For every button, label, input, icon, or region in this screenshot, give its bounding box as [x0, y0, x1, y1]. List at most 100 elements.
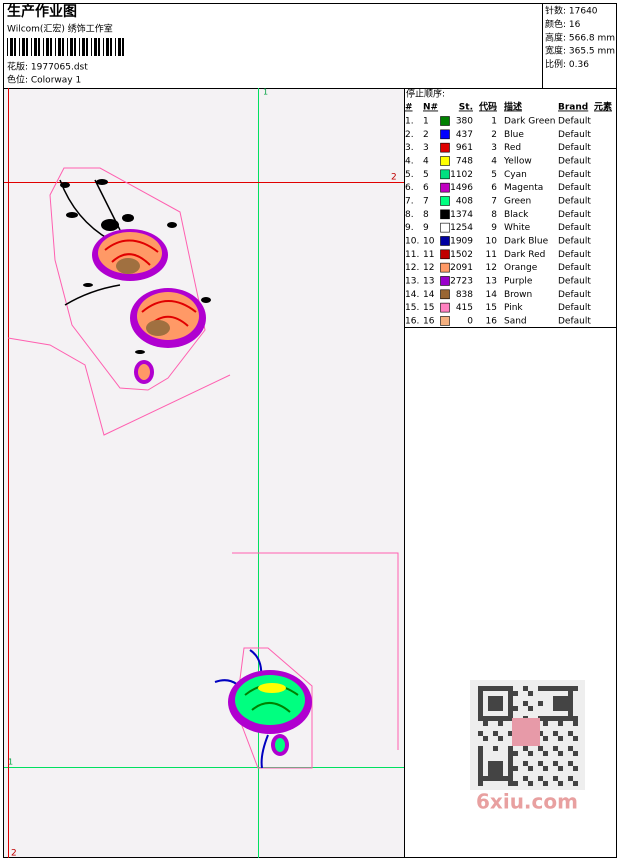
- stitches: 0: [467, 316, 473, 326]
- qr-cell: [493, 701, 498, 706]
- marker: 1: [8, 758, 13, 767]
- qr-cell: [568, 716, 573, 721]
- stitches: 1254: [450, 223, 473, 233]
- qr-cell: [493, 771, 498, 776]
- bar: [50, 38, 52, 56]
- qr-cell: [478, 756, 483, 761]
- table-title: 停止顺序:: [406, 88, 445, 100]
- design: 花版: 1977065.dst: [7, 61, 88, 73]
- needle: 9: [423, 223, 429, 233]
- qr-cell: [573, 686, 578, 691]
- description: Purple: [504, 276, 533, 286]
- bar: [91, 38, 92, 56]
- qr-cell: [488, 716, 493, 721]
- colorway: 色位: Colorway 1: [7, 74, 81, 86]
- bar: [10, 38, 13, 56]
- qr-cell: [488, 776, 493, 781]
- title: 生产作业图: [7, 3, 77, 20]
- swatch: [440, 289, 450, 300]
- qr-cell: [528, 766, 533, 771]
- qr-cell: [508, 686, 513, 691]
- description: White: [504, 223, 531, 233]
- qr-cell: [568, 701, 573, 706]
- bar: [74, 38, 76, 56]
- qr-cell: [568, 731, 573, 736]
- qr-cell: [483, 721, 488, 726]
- column-header: N#: [423, 103, 438, 113]
- qr-cell: [553, 731, 558, 736]
- qr-cell: [568, 776, 573, 781]
- stitches: 380: [456, 117, 473, 127]
- barcode: [7, 38, 124, 56]
- swatch: [440, 142, 450, 153]
- qr-cell: [538, 731, 543, 736]
- qr-cell: [558, 686, 563, 691]
- qr-cell: [493, 766, 498, 771]
- description: Dark Green: [504, 117, 555, 127]
- code: 11: [486, 250, 497, 260]
- qr-cell: [523, 776, 528, 781]
- qr-cell: [478, 716, 483, 721]
- needle: 12: [423, 263, 434, 273]
- swatch: [440, 222, 450, 233]
- qr-cell: [573, 736, 578, 741]
- qr-cell: [538, 761, 543, 766]
- row-index: 6.: [405, 183, 414, 193]
- code: 8: [491, 210, 497, 220]
- column-header: 代码: [478, 101, 497, 113]
- border: [3, 3, 617, 858]
- qr-cell: [553, 746, 558, 751]
- qr-cell: [493, 776, 498, 781]
- bar: [58, 38, 61, 56]
- code: 15: [486, 303, 497, 313]
- qr-cell: [503, 776, 508, 781]
- brand: Default: [558, 236, 591, 246]
- qr-cell: [508, 756, 513, 761]
- qr-cell: [483, 736, 488, 741]
- qr-cell: [563, 696, 568, 701]
- qr-cell: [568, 691, 573, 696]
- qr-cell: [508, 691, 513, 696]
- qr-cell: [498, 776, 503, 781]
- needle: 16: [423, 316, 435, 326]
- qr-cell: [563, 686, 568, 691]
- bar: [31, 38, 32, 56]
- code: 9: [491, 223, 497, 233]
- swatch: [440, 316, 450, 326]
- description: Cyan: [504, 170, 527, 180]
- stitches: 1909: [450, 236, 473, 246]
- swatch: [440, 236, 450, 246]
- brand: Default: [558, 143, 591, 153]
- bar: [67, 38, 68, 56]
- qr-cell: [478, 761, 483, 766]
- needle: 10: [423, 236, 435, 246]
- description: Black: [504, 210, 529, 220]
- qr-cell: [553, 716, 558, 721]
- qr-cell: [538, 776, 543, 781]
- code: 2: [491, 130, 497, 140]
- column-header: 元素: [594, 101, 612, 113]
- bar: [14, 38, 16, 56]
- brand: Default: [558, 210, 591, 220]
- brand: Default: [558, 316, 591, 326]
- code: 14: [486, 290, 498, 300]
- qr-cell: [558, 716, 563, 721]
- bar: [79, 38, 80, 56]
- qr-cell: [553, 776, 558, 781]
- qr-cell: [523, 686, 528, 691]
- bar: [62, 38, 64, 56]
- brand: Default: [558, 290, 591, 300]
- brand: Default: [558, 223, 591, 233]
- column-header: Brand: [558, 103, 588, 113]
- qr-cell: [568, 761, 573, 766]
- brand: Default: [558, 170, 591, 180]
- qr-cell: [553, 761, 558, 766]
- bar: [94, 38, 97, 56]
- qr-cell: [568, 706, 573, 711]
- qr-cell: [498, 701, 503, 706]
- qr-cell: [478, 711, 483, 716]
- row-index: 1.: [405, 117, 414, 127]
- qr-cell: [493, 761, 498, 766]
- description: Orange: [504, 263, 538, 273]
